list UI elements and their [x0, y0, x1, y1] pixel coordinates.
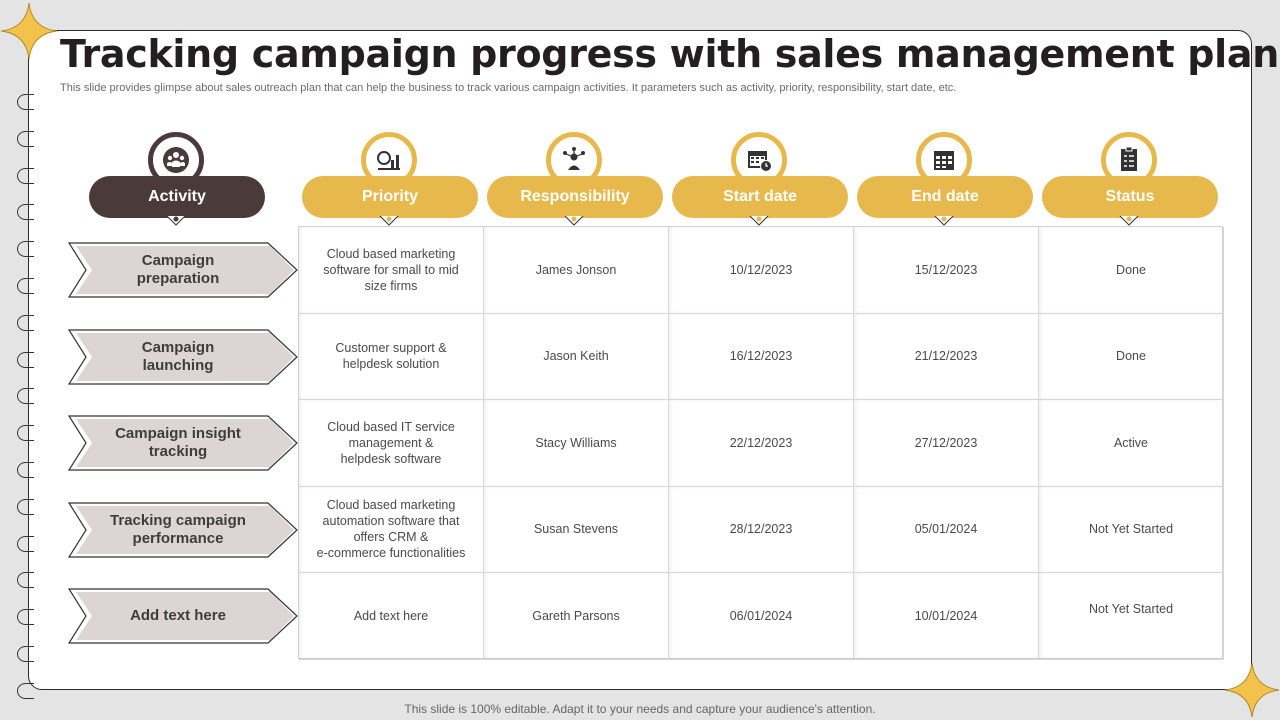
ring-binding — [17, 388, 34, 405]
arrow-shape — [67, 242, 298, 298]
pointer-tick — [166, 216, 186, 226]
activity-label: Campaign preparation — [136, 252, 220, 287]
arrow-shape — [67, 501, 298, 558]
start-date-cell: 16/12/2023 — [669, 313, 854, 400]
pointer-tick — [749, 216, 769, 226]
end-date-cell: 10/01/2024 — [854, 573, 1039, 660]
responsibility-cell: Jason Keith — [484, 313, 669, 400]
responsibility-cell: Gareth Parsons — [484, 573, 669, 660]
header-end-date: End date — [854, 132, 1034, 226]
ring-binding — [17, 241, 34, 258]
pointer-tick — [564, 216, 584, 226]
header-label: Responsibility — [487, 176, 663, 218]
pointer-tick — [379, 216, 399, 226]
activity-label: Campaign insight tracking — [115, 425, 241, 460]
arrow-shape — [67, 588, 298, 644]
responsibility-cell: Susan Stevens — [484, 486, 669, 573]
header-priority: Priority — [299, 132, 479, 226]
priority-cell: Cloud based IT service management & help… — [299, 400, 484, 487]
page-subtitle: This slide provides glimpse about sales … — [60, 82, 957, 94]
start-date-cell: 28/12/2023 — [669, 486, 854, 573]
arrow-shape — [67, 415, 298, 471]
ring-binding — [17, 498, 34, 515]
header-activity: Activity — [86, 132, 266, 226]
ring-binding — [17, 682, 34, 699]
status-cell: Done — [1039, 313, 1224, 400]
activity-label: Tracking campaign performance — [110, 511, 246, 547]
ring-binding — [17, 130, 34, 147]
header-responsibility: Responsibility — [484, 132, 664, 226]
ring-binding — [17, 462, 34, 478]
status-cell: Done — [1039, 227, 1224, 314]
footer-note: This slide is 100% editable. Adapt it to… — [404, 702, 876, 716]
pointer-tick — [934, 216, 954, 226]
responsibility-cell: James Jonson — [484, 227, 669, 314]
star-decoration-bottom-right — [1224, 662, 1280, 718]
activity-arrow: Add text here — [67, 588, 298, 644]
ring-binding — [17, 609, 34, 626]
end-date-cell: 27/12/2023 — [854, 400, 1039, 487]
activity-arrow: Campaign insight tracking — [67, 415, 298, 471]
start-date-cell: 22/12/2023 — [669, 400, 854, 487]
star-decoration-top-left — [0, 2, 58, 60]
header-label: Priority — [302, 176, 478, 218]
ring-binding — [17, 535, 34, 552]
arrow-shape — [67, 328, 298, 385]
header-label: Start date — [672, 176, 848, 218]
status-cell: Active — [1039, 400, 1224, 487]
ring-binding — [17, 278, 34, 294]
pointer-tick — [1119, 216, 1139, 226]
start-date-cell: 10/12/2023 — [669, 227, 854, 314]
ring-binding — [17, 314, 34, 331]
ring-binding — [17, 572, 34, 589]
responsibility-cell: Stacy Williams — [484, 400, 669, 487]
activity-arrow: Tracking campaign performance — [67, 501, 298, 558]
ring-binding — [17, 646, 34, 662]
header-label: Status — [1042, 176, 1218, 218]
ring-binding — [17, 425, 34, 442]
ring-binding — [17, 351, 34, 368]
ring-binding — [17, 167, 34, 184]
end-date-cell: 15/12/2023 — [854, 227, 1039, 314]
plan-table: Cloud based marketing software for small… — [298, 226, 1224, 660]
priority-cell: Cloud based marketing automation softwar… — [299, 486, 484, 573]
activity-label: Add text here — [130, 607, 226, 624]
end-date-cell: 05/01/2024 — [854, 486, 1039, 573]
page-title: Tracking campaign progress with sales ma… — [60, 32, 1280, 76]
end-date-cell: 21/12/2023 — [854, 313, 1039, 400]
status-cell: Not Yet Started — [1039, 573, 1224, 660]
priority-cell: Add text here — [299, 573, 484, 660]
header-status: Status — [1039, 132, 1219, 226]
ring-binding — [17, 204, 34, 221]
activity-arrow: Campaign preparation — [67, 242, 298, 298]
header-label: End date — [857, 176, 1033, 218]
activity-arrow: Campaign launching — [67, 328, 298, 385]
header-start-date: Start date — [669, 132, 849, 226]
priority-cell: Customer support & helpdesk solution — [299, 313, 484, 400]
activity-label: Campaign launching — [141, 338, 215, 374]
start-date-cell: 06/01/2024 — [669, 573, 854, 660]
priority-cell: Cloud based marketing software for small… — [299, 227, 484, 314]
header-label: Activity — [89, 176, 265, 218]
status-cell: Not Yet Started — [1039, 486, 1224, 573]
ring-binding — [17, 94, 34, 110]
